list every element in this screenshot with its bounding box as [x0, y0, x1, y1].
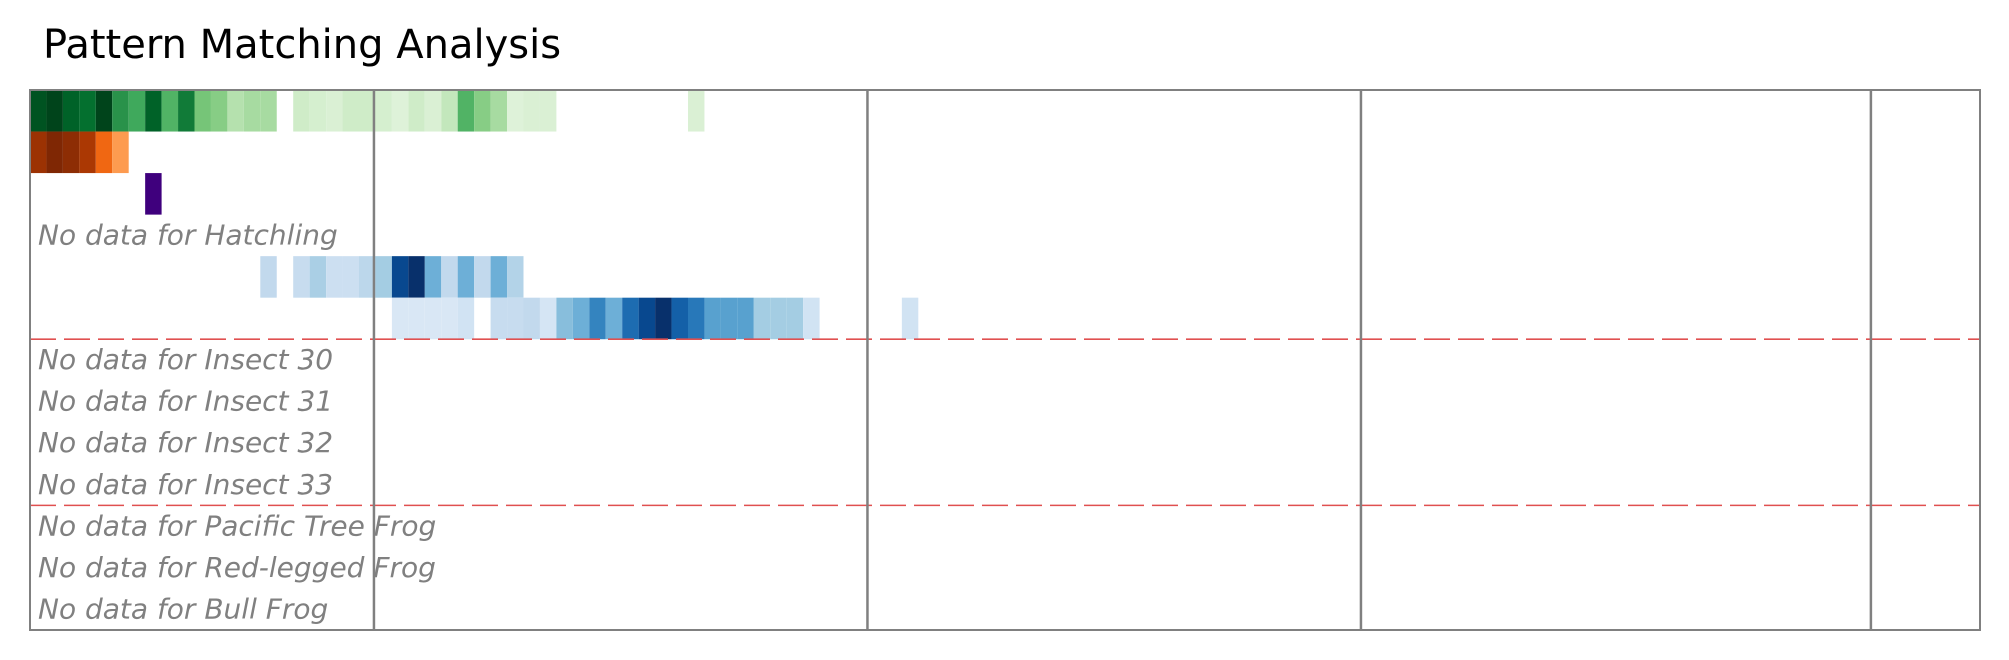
- heatmap-cell: [638, 297, 656, 340]
- heatmap-cell: [391, 256, 409, 298]
- heatmap-cell: [145, 173, 162, 215]
- heatmap-cell: [688, 297, 705, 340]
- plot-frame: [29, 89, 1981, 631]
- heatmap-cell: [342, 256, 359, 298]
- heatmap-cell: [655, 297, 672, 340]
- heatmap-cell: [194, 90, 211, 132]
- heatmap-cell: [408, 297, 425, 340]
- empty-row-label: No data for Bull Frog: [38, 592, 328, 625]
- heatmap-cell: [30, 131, 47, 174]
- heatmap-cell: [424, 90, 442, 132]
- heatmap-cell: [671, 297, 688, 340]
- heatmap-cell: [424, 297, 442, 340]
- heatmap-cell: [79, 90, 96, 132]
- heatmap-cell: [490, 256, 508, 298]
- heatmap-cell: [326, 256, 343, 298]
- heatmap-cell: [803, 297, 820, 340]
- heatmap-cell: [243, 90, 261, 132]
- heatmap-cell: [375, 256, 392, 298]
- heatmap-cell: [688, 90, 705, 132]
- heatmap-cell: [79, 131, 96, 174]
- heatmap-cell: [309, 90, 327, 132]
- heatmap-cell: [507, 90, 524, 132]
- heatmap-cell: [260, 90, 277, 132]
- empty-row-label: No data for Insect 33: [38, 468, 333, 501]
- heatmap-cell: [375, 90, 392, 132]
- heatmap-cell: [293, 90, 310, 132]
- heatmap-cell: [309, 256, 327, 298]
- heatmap-cell: [556, 297, 573, 340]
- heatmap-cell: [507, 256, 524, 298]
- heatmap-cell: [622, 297, 639, 340]
- heatmap-cell: [441, 90, 458, 132]
- heatmap-cell: [95, 90, 113, 132]
- chart-title: Pattern Matching Analysis: [43, 22, 562, 68]
- heatmap-cell: [210, 90, 228, 132]
- heatmap-cell: [704, 297, 721, 340]
- heatmap-cell: [408, 256, 425, 298]
- heatmap-cell: [901, 297, 919, 340]
- heatmap-cell: [441, 256, 458, 298]
- heatmap-cell: [293, 256, 310, 298]
- heatmap-cell: [523, 297, 540, 340]
- heatmap-cell: [490, 297, 508, 340]
- heatmap-cell: [46, 90, 63, 132]
- heatmap-cell: [161, 90, 179, 132]
- heatmap-cell: [62, 90, 80, 132]
- heatmap-cell: [46, 131, 63, 174]
- heatmap-cell: [30, 90, 47, 132]
- empty-row-label: No data for Insect 32: [38, 426, 333, 459]
- heatmap-cell: [770, 297, 787, 340]
- heatmap-cell: [539, 297, 557, 340]
- heatmap-cell: [112, 90, 129, 132]
- heatmap-cell: [342, 90, 359, 132]
- heatmap-cell: [424, 256, 442, 298]
- heatmap-cell: [178, 90, 195, 132]
- heatmap-cell: [589, 297, 606, 340]
- heatmap-cell: [474, 256, 491, 298]
- empty-row-label: No data for Hatchling: [38, 219, 338, 252]
- heatmap-cell: [260, 256, 277, 298]
- heatmap-cell: [62, 131, 80, 174]
- heatmap-cell: [326, 90, 343, 132]
- heatmap-cell: [95, 131, 113, 174]
- heatmap-cell: [737, 297, 754, 340]
- heatmap-cell: [490, 90, 508, 132]
- heatmap-cell: [523, 90, 540, 132]
- heatmap-cell: [359, 256, 376, 298]
- heatmap-cell: [474, 90, 491, 132]
- heatmap-cell: [753, 297, 771, 340]
- empty-row-label: No data for Pacific Tree Frog: [38, 509, 436, 542]
- heatmap-cell: [457, 256, 475, 298]
- heatmap-cell: [227, 90, 244, 132]
- heatmap-cell: [786, 297, 804, 340]
- empty-row-label: No data for Insect 31: [38, 385, 333, 418]
- heatmap-cell: [359, 90, 376, 132]
- heatmap-cell: [539, 90, 557, 132]
- heatmap-cell: [457, 90, 475, 132]
- heatmap-cell: [720, 297, 738, 340]
- heatmap-cell: [441, 297, 458, 340]
- heatmap-cell: [507, 297, 524, 340]
- empty-row-label: No data for Insect 30: [38, 343, 333, 376]
- plot-background: [30, 90, 1980, 630]
- heatmap-cell: [391, 297, 409, 340]
- heatmap-cell: [605, 297, 623, 340]
- heatmap-cell: [572, 297, 590, 340]
- heatmap-cell: [391, 90, 409, 132]
- heatmap-cell: [112, 131, 129, 174]
- empty-row-label: No data for Red-legged Frog: [38, 551, 436, 584]
- heatmap-cell: [457, 297, 475, 340]
- heatmap-cell: [408, 90, 425, 132]
- heatmap-cell: [128, 90, 146, 132]
- heatmap-cell: [145, 90, 162, 132]
